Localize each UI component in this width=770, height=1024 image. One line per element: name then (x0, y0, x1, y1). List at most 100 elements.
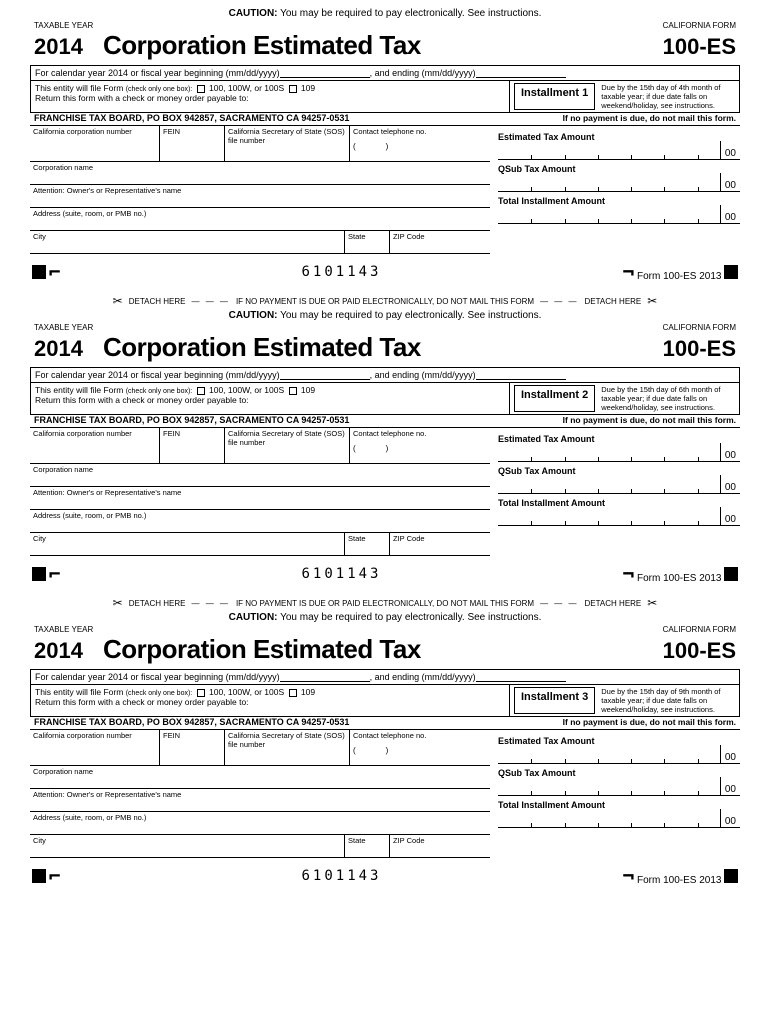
fein-field[interactable]: FEIN (160, 730, 225, 765)
form-number: 100-ES (663, 638, 736, 664)
payable-address: FRANCHISE TAX BOARD, PO BOX 942857, SACR… (34, 415, 349, 425)
title-row: 2014 Corporation Estimated Tax 100-ES (30, 30, 740, 65)
year: 2014 (34, 34, 83, 60)
installment-label: Installment 3 (514, 687, 595, 714)
voucher-footer: ⌐ 6101143 ¬ Form 100-ES 2013 (30, 864, 740, 888)
scissors-icon: ✂ (647, 294, 657, 308)
fein-field[interactable]: FEIN (160, 428, 225, 463)
checkbox-109[interactable] (289, 85, 297, 93)
zip-field[interactable]: ZIP Code (390, 835, 490, 857)
payable-row: FRANCHISE TAX BOARD, PO BOX 942857, SACR… (30, 113, 740, 123)
voucher-2: CAUTION: You may be required to pay elec… (30, 310, 740, 586)
taxable-year-label: TAXABLE YEAR (34, 21, 93, 30)
black-marker-right (724, 869, 738, 883)
payable-row: FRANCHISE TAX BOARD, PO BOX 942857, SACR… (30, 415, 740, 425)
estimated-amount[interactable]: 00 (498, 746, 740, 764)
zip-field[interactable]: ZIP Code (390, 533, 490, 555)
address-field[interactable]: Address (suite, room, or PMB no.) (30, 510, 490, 533)
year: 2014 (34, 336, 83, 362)
scissors-icon: ✂ (647, 596, 657, 610)
form-footer-text: Form 100-ES 2013 (637, 271, 722, 282)
sos-field[interactable]: California Secretary of State (SOS) file… (225, 730, 350, 765)
header-labels: TAXABLE YEAR CALIFORNIA FORM (30, 21, 740, 30)
document-number: 6101143 (301, 264, 381, 280)
corp-number-field[interactable]: California corporation number (30, 126, 160, 161)
form-title: Corporation Estimated Tax (103, 634, 421, 665)
year: 2014 (34, 638, 83, 664)
form-number: 100-ES (663, 336, 736, 362)
black-marker-left (32, 265, 46, 279)
checkbox-100[interactable] (197, 85, 205, 93)
address-field[interactable]: Address (suite, room, or PMB no.) (30, 812, 490, 835)
header-labels: TAXABLE YEAR CALIFORNIA FORM (30, 323, 740, 332)
telephone-field[interactable]: Contact telephone no.() (350, 428, 490, 463)
corp-number-field[interactable]: California corporation number (30, 428, 160, 463)
black-marker-left (32, 567, 46, 581)
attention-field[interactable]: Attention: Owner's or Representative's n… (30, 185, 490, 208)
installment-label: Installment 2 (514, 385, 595, 412)
header-labels: TAXABLE YEAR CALIFORNIA FORM (30, 625, 740, 634)
black-marker-right (724, 265, 738, 279)
corp-name-field[interactable]: Corporation name (30, 464, 490, 487)
state-field[interactable]: State (345, 231, 390, 253)
qsub-amount[interactable]: 00 (498, 174, 740, 192)
form-title: Corporation Estimated Tax (103, 332, 421, 363)
city-field[interactable]: City (30, 835, 345, 857)
document-number: 6101143 (301, 868, 381, 884)
taxable-year-label: TAXABLE YEAR (34, 323, 93, 332)
estimated-amount[interactable]: 00 (498, 444, 740, 462)
corp-number-field[interactable]: California corporation number (30, 730, 160, 765)
qsub-amount[interactable]: 00 (498, 778, 740, 796)
sos-field[interactable]: California Secretary of State (SOS) file… (225, 428, 350, 463)
caution-text: CAUTION: You may be required to pay elec… (30, 612, 740, 623)
total-amount[interactable]: 00 (498, 508, 740, 526)
due-date-text: Due by the 15th day of 6th month of taxa… (601, 385, 735, 412)
corp-name-field[interactable]: Corporation name (30, 162, 490, 185)
telephone-field[interactable]: Contact telephone no.() (350, 126, 490, 161)
checkbox-100[interactable] (197, 689, 205, 697)
form-page: CAUTION: You may be required to pay elec… (0, 0, 770, 896)
info-grid: California corporation number FEIN Calif… (30, 427, 740, 556)
state-field[interactable]: State (345, 533, 390, 555)
fein-field[interactable]: FEIN (160, 126, 225, 161)
entity-row: This entity will file Form (check only o… (30, 685, 740, 717)
calendar-bar: For calendar year 2014 or fiscal year be… (30, 367, 740, 383)
no-payment-notice: If no payment is due, do not mail this f… (563, 717, 736, 727)
city-field[interactable]: City (30, 231, 345, 253)
form-number: 100-ES (663, 34, 736, 60)
form-footer-text: Form 100-ES 2013 (637, 875, 722, 886)
total-amount[interactable]: 00 (498, 810, 740, 828)
detach-line-1: ✂ DETACH HERE— — — IF NO PAYMENT IS DUE … (30, 294, 740, 308)
payable-row: FRANCHISE TAX BOARD, PO BOX 942857, SACR… (30, 717, 740, 727)
calendar-bar: For calendar year 2014 or fiscal year be… (30, 65, 740, 81)
scissors-icon: ✂ (113, 294, 123, 308)
zip-field[interactable]: ZIP Code (390, 231, 490, 253)
title-row: 2014 Corporation Estimated Tax 100-ES (30, 634, 740, 669)
due-date-text: Due by the 15th day of 9th month of taxa… (601, 687, 735, 714)
info-grid: California corporation number FEIN Calif… (30, 125, 740, 254)
scissors-icon: ✂ (113, 596, 123, 610)
state-field[interactable]: State (345, 835, 390, 857)
form-footer-text: Form 100-ES 2013 (637, 573, 722, 584)
telephone-field[interactable]: Contact telephone no.() (350, 730, 490, 765)
attention-field[interactable]: Attention: Owner's or Representative's n… (30, 789, 490, 812)
payable-address: FRANCHISE TAX BOARD, PO BOX 942857, SACR… (34, 113, 349, 123)
form-title: Corporation Estimated Tax (103, 30, 421, 61)
sos-field[interactable]: California Secretary of State (SOS) file… (225, 126, 350, 161)
city-field[interactable]: City (30, 533, 345, 555)
payable-address: FRANCHISE TAX BOARD, PO BOX 942857, SACR… (34, 717, 349, 727)
calendar-bar: For calendar year 2014 or fiscal year be… (30, 669, 740, 685)
info-grid: California corporation number FEIN Calif… (30, 729, 740, 858)
address-field[interactable]: Address (suite, room, or PMB no.) (30, 208, 490, 231)
checkbox-109[interactable] (289, 689, 297, 697)
california-form-label: CALIFORNIA FORM (663, 625, 736, 634)
voucher-footer: ⌐ 6101143 ¬ Form 100-ES 2013 (30, 562, 740, 586)
corp-name-field[interactable]: Corporation name (30, 766, 490, 789)
entity-row: This entity will file Form (check only o… (30, 383, 740, 415)
checkbox-109[interactable] (289, 387, 297, 395)
qsub-amount[interactable]: 00 (498, 476, 740, 494)
total-amount[interactable]: 00 (498, 206, 740, 224)
attention-field[interactable]: Attention: Owner's or Representative's n… (30, 487, 490, 510)
checkbox-100[interactable] (197, 387, 205, 395)
estimated-amount[interactable]: 00 (498, 142, 740, 160)
